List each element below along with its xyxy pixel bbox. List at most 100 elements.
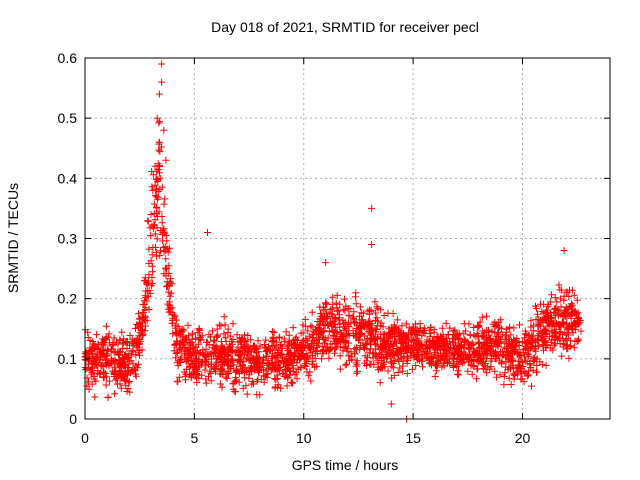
data-point (163, 264, 171, 272)
data-point (163, 283, 170, 291)
data-point (525, 371, 532, 379)
data-point (391, 357, 399, 365)
data-point (110, 334, 118, 342)
data-point (237, 340, 245, 348)
data-point (216, 380, 224, 388)
data-point (154, 195, 162, 203)
data-point (343, 360, 351, 368)
data-point (280, 369, 288, 377)
data-point (94, 341, 102, 349)
data-point (453, 356, 461, 364)
data-point (465, 345, 473, 352)
data-point (101, 336, 109, 343)
data-point (194, 368, 202, 376)
data-point (221, 334, 229, 342)
data-point (555, 281, 563, 289)
data-point (389, 341, 397, 349)
data-point (228, 346, 236, 354)
data-point (381, 363, 389, 371)
data-point (126, 388, 134, 396)
data-point (202, 375, 210, 383)
data-point (397, 343, 405, 351)
data-point (393, 350, 401, 358)
y-tick-label: 0.2 (58, 291, 78, 307)
data-point (157, 143, 165, 151)
data-point (333, 340, 341, 348)
data-point (124, 354, 132, 362)
data-point (491, 340, 499, 348)
data-point (192, 372, 200, 380)
data-point (431, 373, 439, 380)
data-point (267, 346, 274, 354)
data-point (342, 337, 350, 345)
data-point (339, 316, 347, 324)
x-tick-label: 15 (405, 430, 421, 446)
data-point (509, 362, 517, 370)
data-point (128, 348, 136, 356)
data-point (494, 329, 502, 337)
data-point (476, 343, 484, 351)
data-point (440, 343, 448, 350)
data-point (446, 324, 454, 332)
data-point (233, 331, 241, 339)
data-point (368, 326, 376, 334)
data-point (139, 301, 147, 308)
chart-title: Day 018 of 2021, SRMTID for receiver pec… (211, 19, 479, 35)
data-point (123, 338, 131, 346)
data-point (282, 328, 290, 336)
data-point (184, 321, 192, 329)
data-point (307, 322, 315, 330)
data-point (353, 369, 361, 377)
data-point (160, 200, 168, 208)
data-point (195, 333, 203, 341)
data-point (229, 380, 237, 388)
data-point (388, 358, 395, 366)
data-point (141, 292, 149, 300)
data-point (451, 326, 459, 334)
data-point (403, 342, 411, 350)
data-point (213, 325, 221, 333)
data-point (184, 352, 192, 360)
data-point (513, 371, 521, 379)
data-point (112, 376, 120, 384)
data-point (367, 306, 375, 314)
data-point (112, 348, 120, 356)
data-point (386, 329, 394, 337)
data-point (223, 351, 231, 359)
data-point (336, 311, 343, 319)
data-point (283, 382, 291, 390)
data-point (188, 330, 196, 338)
y-axis-label: SRMTID / TECUs (5, 183, 21, 293)
data-point (508, 341, 516, 349)
data-point (538, 360, 546, 368)
data-point (346, 305, 354, 313)
data-point (272, 376, 280, 383)
data-point (284, 347, 292, 355)
data-point (337, 334, 345, 342)
data-point (417, 341, 425, 349)
data-point (319, 303, 327, 311)
data-point (563, 313, 571, 321)
data-point (274, 365, 282, 372)
data-point (260, 341, 268, 348)
data-point (356, 312, 363, 320)
data-point (403, 359, 411, 367)
data-point (240, 358, 248, 366)
data-point (530, 357, 538, 365)
data-point (357, 309, 365, 317)
data-point (339, 344, 347, 352)
data-point (553, 298, 561, 306)
data-point (510, 375, 518, 383)
data-point (120, 355, 128, 363)
data-point (229, 336, 237, 343)
data-point (473, 357, 481, 365)
y-tick-label: 0.6 (58, 50, 78, 66)
data-point (400, 350, 408, 358)
data-point (371, 298, 379, 306)
data-point (173, 337, 180, 345)
data-point (483, 354, 491, 362)
data-point (143, 281, 151, 289)
data-point (298, 338, 306, 346)
data-point (384, 309, 392, 317)
data-point (551, 329, 558, 336)
